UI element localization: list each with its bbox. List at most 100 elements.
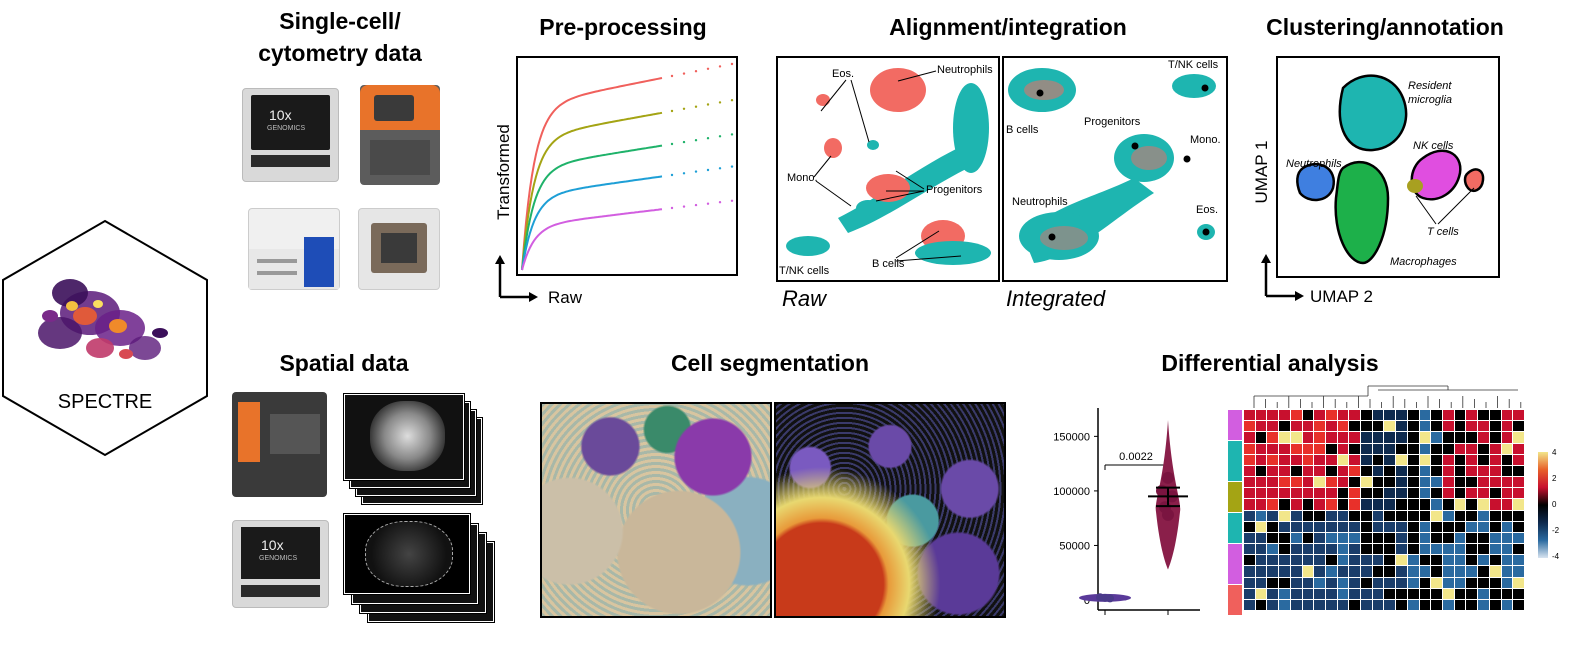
heatmap-cell	[1443, 432, 1454, 443]
transform-curve-tail-point	[694, 105, 698, 108]
heatmap-cell	[1314, 544, 1325, 555]
heatmap-cell	[1443, 488, 1454, 499]
transform-curve-tail-point	[706, 67, 710, 70]
heatmap-cell	[1419, 577, 1431, 588]
heatmap-cell	[1513, 555, 1524, 566]
heatmap-cell	[1244, 477, 1255, 488]
heatmap-cell	[1431, 454, 1443, 465]
heatmap-cell	[1454, 454, 1466, 465]
heatmap-cell	[1255, 544, 1267, 555]
heatmap-cell	[1489, 410, 1501, 421]
heatmap-cell	[1513, 566, 1524, 577]
heatmap-cell	[1489, 532, 1501, 543]
heatmap-cell	[1384, 588, 1396, 599]
heatmap-cell	[1302, 443, 1314, 454]
10x-visium-device: 10x GENOMICS	[232, 520, 329, 608]
heatmap-cell	[1384, 566, 1396, 577]
heatmap-cell	[1454, 465, 1466, 476]
heatmap-cell	[1337, 421, 1349, 432]
heatmap-cell	[1244, 410, 1255, 421]
heatmap-cell	[1267, 599, 1279, 610]
heatmap-cell	[1478, 544, 1489, 555]
heatmap-cell	[1267, 555, 1279, 566]
transform-curve-1	[521, 111, 663, 271]
heatmap-cell	[1337, 432, 1349, 443]
transform-curve-tail-point	[670, 74, 674, 78]
heatmap-cell	[1279, 410, 1290, 421]
heatmap-cell	[1443, 454, 1454, 465]
heatmap-cell	[1244, 521, 1255, 532]
heatmap-cell	[1361, 410, 1372, 421]
heatmap-cell	[1279, 477, 1290, 488]
alignment-raw-caption: Raw	[782, 286, 827, 311]
heatmap-cell	[1407, 477, 1419, 488]
transform-curve-tail-point	[670, 109, 674, 113]
heatmap-cell	[1478, 532, 1489, 543]
color-scale-tick: 0	[1552, 500, 1557, 509]
violin-ytick-label: 0	[1084, 595, 1090, 607]
preprocessing-axis-arrows	[495, 255, 538, 302]
transform-curve-tail-point	[706, 202, 710, 205]
heatmap-cell	[1396, 443, 1407, 454]
integrated-umap-points	[1008, 68, 1216, 263]
heatmap-cell	[1290, 477, 1302, 488]
heatmap-cell	[1454, 544, 1466, 555]
heatmap-cell	[1279, 443, 1290, 454]
heatmap-cell	[1337, 510, 1349, 521]
transform-curve-tail-point	[718, 101, 722, 104]
heatmap-cell	[1372, 532, 1384, 543]
heatmap-cell	[1349, 465, 1361, 476]
heatmap-cell	[1466, 544, 1478, 555]
heatmap-cell	[1454, 432, 1466, 443]
heatmap-cell	[1454, 599, 1466, 610]
heatmap-cell	[1454, 566, 1466, 577]
transform-curve-tail-point	[682, 205, 686, 208]
heatmap-cell	[1349, 555, 1361, 566]
heatmap-cell	[1443, 577, 1454, 588]
heatmap-cell	[1466, 566, 1478, 577]
heatmap-cell	[1279, 465, 1290, 476]
heatmap-cell	[1513, 443, 1524, 454]
heatmap-cell	[1325, 544, 1337, 555]
heatmap-cell	[1489, 465, 1501, 476]
clustering-umap-points	[1296, 74, 1485, 265]
heatmap-cell	[1267, 432, 1279, 443]
heatmap-cell	[1466, 555, 1478, 566]
heatmap-cell	[1302, 488, 1314, 499]
heatmap-cell	[1501, 421, 1513, 432]
heatmap-cell	[1431, 443, 1443, 454]
raw-label-neutrophils: Neutrophils	[937, 64, 993, 76]
heatmap-cell	[1466, 510, 1478, 521]
heatmap-cell	[1337, 566, 1349, 577]
transform-curve-tail-point	[718, 201, 722, 204]
heatmap-cell	[1267, 454, 1279, 465]
violin-pvalue: 0.0022	[1119, 451, 1153, 463]
heatmap-cell	[1372, 544, 1384, 555]
transform-curve-tail-point	[694, 203, 698, 207]
heatmap-cell	[1255, 521, 1267, 532]
heatmap-cell	[1302, 599, 1314, 610]
heatmap-cell	[1361, 499, 1372, 510]
color-scale-tick: 2	[1552, 474, 1557, 483]
heatmap-cell	[1279, 510, 1290, 521]
heatmap-cell	[1349, 544, 1361, 555]
heatmap-cell	[1314, 488, 1325, 499]
heatmap-cell	[1372, 454, 1384, 465]
heatmap-cell	[1513, 421, 1524, 432]
heatmap-cell	[1279, 588, 1290, 599]
transform-curve-tail-point	[706, 137, 710, 140]
heatmap-cell	[1501, 499, 1513, 510]
heatmap-cell	[1255, 465, 1267, 476]
heatmap-cell	[1478, 499, 1489, 510]
transform-curve-tail-point	[670, 173, 674, 177]
heatmap-cell	[1337, 577, 1349, 588]
heatmap-cell	[1267, 588, 1279, 599]
transform-curve-tail-point	[682, 72, 686, 75]
alignment-title: Alignment/integration	[889, 14, 1127, 40]
heatmap-cell	[1255, 577, 1267, 588]
heatmap-cell	[1290, 588, 1302, 599]
heatmap-cell	[1501, 488, 1513, 499]
heatmap-cell	[1407, 599, 1419, 610]
heatmap-cell	[1384, 499, 1396, 510]
heatmap-cell	[1255, 454, 1267, 465]
